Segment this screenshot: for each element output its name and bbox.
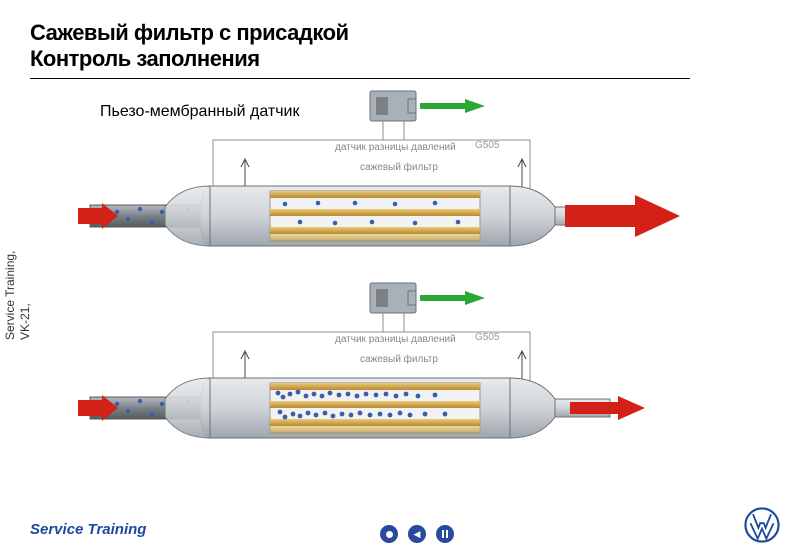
code-label-2: G505: [475, 332, 499, 343]
prev-button[interactable]: ◀: [408, 525, 426, 543]
sensor-label-2: датчик разницы давлений: [335, 334, 456, 345]
diagram-bottom: [0, 277, 800, 497]
record-button[interactable]: [380, 525, 398, 543]
rotated-label-1: Service Training,: [3, 220, 17, 340]
diagram-top: [0, 85, 800, 305]
footer-text: Service Training: [30, 521, 146, 538]
title-line1: Сажевый фильтр с присадкой: [30, 20, 349, 46]
pause-button[interactable]: [436, 525, 454, 543]
outlet-arrow: [565, 195, 680, 237]
title-line2: Контроль заполнения: [30, 46, 349, 72]
title-underline: [30, 78, 690, 79]
slide-title: Сажевый фильтр с присадкой Контроль запо…: [30, 20, 349, 72]
vw-logo-icon: [744, 507, 780, 543]
filter-label-1: сажевый фильтр: [360, 162, 438, 173]
sensor-label-1: датчик разницы давлений: [335, 142, 456, 153]
rotated-label-2: VK-21,: [18, 220, 32, 340]
media-controls: ◀: [380, 525, 454, 543]
code-label-1: G505: [475, 140, 499, 151]
filter-label-2: сажевый фильтр: [360, 354, 438, 365]
